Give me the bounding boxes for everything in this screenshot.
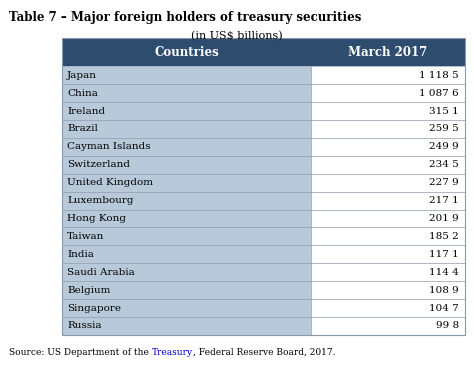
Text: Switzerland: Switzerland [67, 160, 130, 169]
Text: Cayman Islands: Cayman Islands [67, 142, 151, 151]
Text: Brazil: Brazil [67, 124, 98, 134]
Text: Russia: Russia [67, 321, 102, 330]
Text: Japan: Japan [67, 71, 97, 80]
Text: 99 8: 99 8 [436, 321, 459, 330]
Text: Luxembourg: Luxembourg [67, 196, 134, 205]
Text: India: India [67, 250, 94, 259]
Text: 234 5: 234 5 [429, 160, 459, 169]
Text: 259 5: 259 5 [429, 124, 459, 134]
Text: Table 7 – Major foreign holders of treasury securities: Table 7 – Major foreign holders of treas… [9, 11, 362, 24]
Text: 114 4: 114 4 [429, 268, 459, 277]
Text: 315 1: 315 1 [429, 107, 459, 116]
Text: Hong Kong: Hong Kong [67, 214, 126, 223]
Text: China: China [67, 89, 98, 98]
Text: March 2017: March 2017 [348, 46, 428, 59]
Text: 227 9: 227 9 [429, 178, 459, 187]
Text: 1 118 5: 1 118 5 [419, 71, 459, 80]
Text: 1 087 6: 1 087 6 [419, 89, 459, 98]
Text: Taiwan: Taiwan [67, 232, 105, 241]
Text: 249 9: 249 9 [429, 142, 459, 151]
Text: Source: US Department of the: Source: US Department of the [9, 348, 152, 357]
Text: United Kingdom: United Kingdom [67, 178, 153, 187]
Text: , Federal Reserve Board, 2017.: , Federal Reserve Board, 2017. [193, 348, 336, 357]
Text: 201 9: 201 9 [429, 214, 459, 223]
Text: Countries: Countries [154, 46, 219, 59]
Text: 108 9: 108 9 [429, 285, 459, 295]
Text: 217 1: 217 1 [429, 196, 459, 205]
Text: Ireland: Ireland [67, 107, 105, 116]
Text: 117 1: 117 1 [429, 250, 459, 259]
Text: (in US$ billions): (in US$ billions) [191, 31, 283, 41]
Text: 185 2: 185 2 [429, 232, 459, 241]
Text: 104 7: 104 7 [429, 303, 459, 313]
Text: Saudi Arabia: Saudi Arabia [67, 268, 135, 277]
Text: Treasury: Treasury [152, 348, 193, 357]
Text: Singapore: Singapore [67, 303, 121, 313]
Text: Belgium: Belgium [67, 285, 111, 295]
